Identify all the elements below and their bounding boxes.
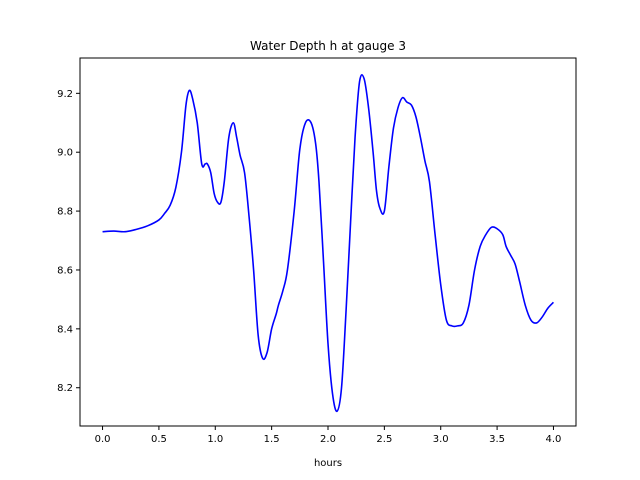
x-tick-label: 2.5 — [376, 434, 392, 445]
x-tick-label: 2.0 — [320, 434, 336, 445]
y-tick-label: 8.2 — [57, 383, 73, 394]
y-axis: 8.2 8.4 8.6 8.8 9.0 9.2 — [57, 89, 80, 394]
chart-title: Water Depth h at gauge 3 — [250, 39, 406, 53]
y-tick-label: 8.4 — [57, 324, 73, 335]
y-tick-label: 9.2 — [57, 89, 73, 100]
y-tick-label: 9.0 — [57, 148, 73, 159]
series-line — [102, 73, 555, 413]
y-tick-label: 8.8 — [57, 207, 73, 218]
x-tick-label: 0.0 — [95, 434, 111, 445]
x-tick-label: 0.5 — [151, 434, 167, 445]
x-tick-label: 1.5 — [264, 434, 280, 445]
plot-area — [102, 73, 555, 413]
x-tick-label: 4.0 — [546, 434, 562, 445]
x-tick-label: 1.0 — [207, 434, 223, 445]
x-tick-label: 3.0 — [433, 434, 449, 445]
x-tick-label: 3.5 — [489, 434, 505, 445]
x-axis: 0.0 0.5 1.0 1.5 2.0 2.5 3.0 3.5 4.0 — [95, 426, 562, 445]
y-tick-label: 8.6 — [57, 265, 73, 276]
x-axis-label: hours — [314, 458, 342, 469]
